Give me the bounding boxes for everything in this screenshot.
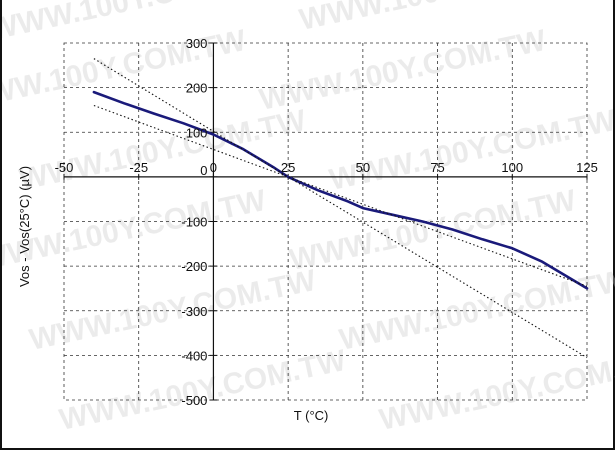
y-axis-title-group: Vos - Vos(25°C) (µV) — [17, 166, 32, 287]
bound-line-dotted — [93, 104, 588, 287]
y-tick-label: -400 — [181, 348, 207, 363]
y-tick-label: -500 — [181, 393, 207, 408]
watermark-text: WWW.100Y.COM.TW — [327, 104, 615, 197]
tick-labels: -50 -25 0 25 50 75 100 125 300 200 100 0 -100 -200 -30… — [55, 36, 598, 408]
y-tick-label: 0 — [200, 163, 207, 178]
x-axis-title: T (°C) — [294, 408, 329, 423]
x-tick-label: -50 — [55, 160, 74, 175]
x-tick-label: 0 — [210, 160, 217, 175]
watermark-text: WWW.100Y.COM.TW — [337, 264, 615, 357]
x-tick-label: -25 — [129, 160, 148, 175]
y-tick-label: 200 — [186, 81, 208, 96]
y-tick-label: -300 — [181, 304, 207, 319]
x-tick-label: 75 — [430, 160, 444, 175]
plot-frame — [63, 42, 588, 401]
watermark-text: WWW.100Y.COM.TW — [2, 184, 269, 277]
y-tick-label: 300 — [186, 36, 208, 51]
watermark-text: WWW.100Y.COM.TW — [27, 264, 320, 357]
watermark-text: WWW.100Y.COM.TW — [297, 0, 590, 37]
vos-drift-line — [92, 90, 589, 290]
watermark-text: WWW.100Y.COM.TW — [377, 344, 615, 437]
bound-line-dotted — [93, 58, 588, 359]
watermark-text: WWW.100Y.COM.TW — [257, 24, 550, 117]
y-tick-label: 100 — [186, 125, 208, 140]
x-tick-label: 25 — [281, 160, 295, 175]
y-tick-label: -200 — [181, 259, 207, 274]
x-tick-label: 50 — [356, 160, 370, 175]
y-axis-title: Vos - Vos(25°C) (µV) — [17, 166, 32, 287]
y-tick-label: -100 — [181, 215, 207, 230]
x-tick-label: 125 — [576, 160, 598, 175]
plot-border — [63, 42, 588, 401]
series-layer — [92, 58, 589, 359]
x-tick-label: 100 — [501, 160, 523, 175]
